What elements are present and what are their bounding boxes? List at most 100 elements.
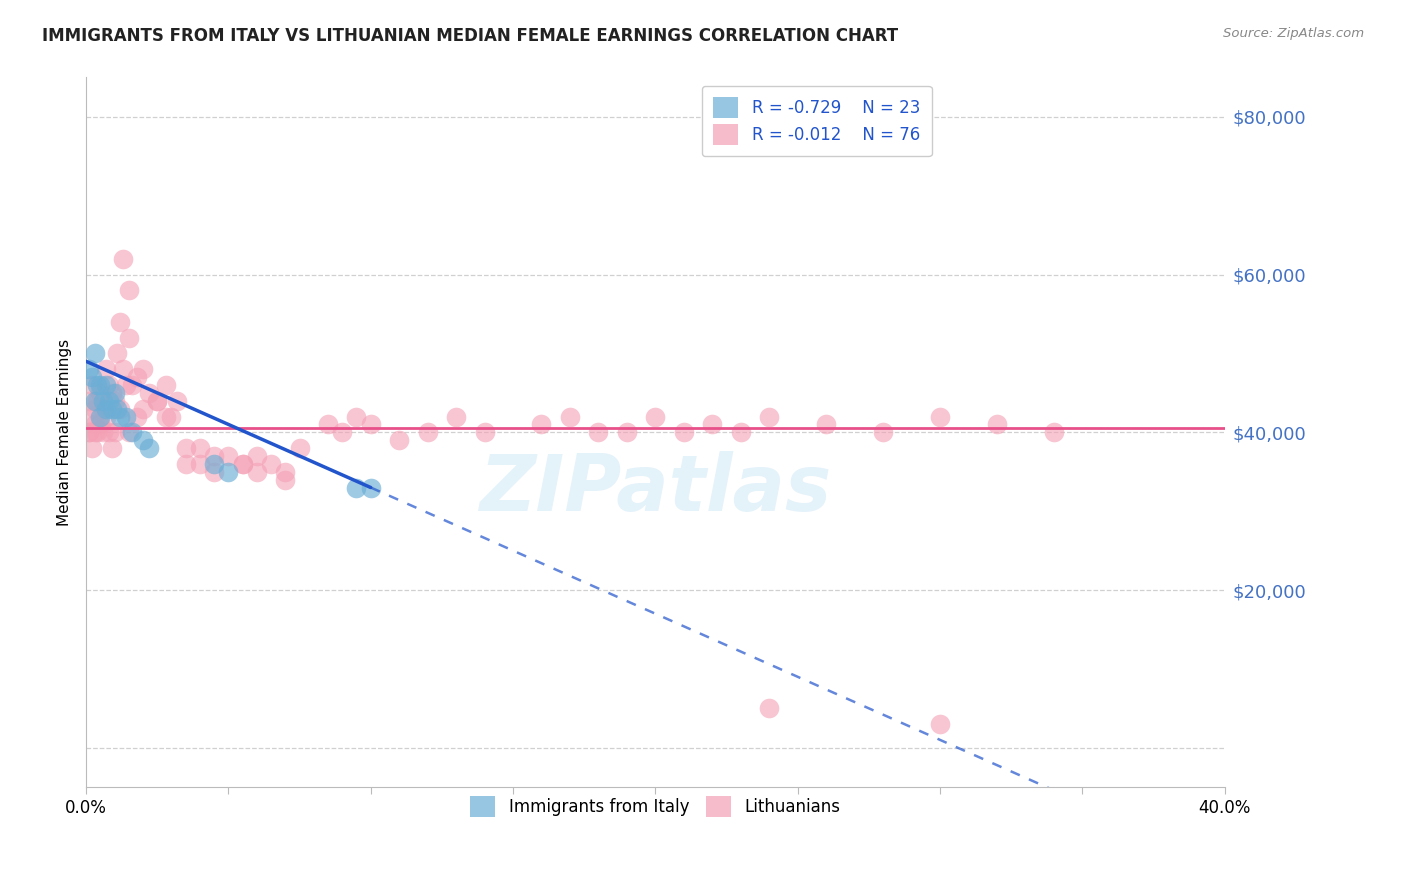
Point [91,401,114,416]
Point [86,393,108,408]
Point [110,409,132,424]
Point [83,401,105,416]
Point [89,385,111,400]
Point [77,393,100,408]
Text: Source: ZipAtlas.com: Source: ZipAtlas.com [1223,27,1364,40]
Point [94,378,117,392]
Point [77,425,100,440]
Point [202,449,225,463]
Point [83,346,105,360]
Point [702,417,724,432]
Point [100,441,122,455]
Point [105,401,128,416]
Point [94,409,117,424]
Point [346,409,368,424]
Point [105,346,128,360]
Point [97,378,120,392]
Point [274,465,297,479]
Point [97,425,120,440]
Point [202,465,225,479]
Point [103,385,125,400]
Point [274,473,297,487]
Y-axis label: Median Female Earnings: Median Female Earnings [58,339,72,526]
Point [188,441,211,455]
Point [132,362,155,376]
Point [232,457,254,471]
Point [80,378,103,392]
Point [132,433,155,447]
Point [110,401,132,416]
Point [146,393,169,408]
Point [89,417,111,432]
Point [330,425,353,440]
Point [83,417,105,432]
Point [360,417,382,432]
Point [83,425,105,440]
Point [758,409,780,424]
Point [77,362,100,376]
Point [155,378,177,392]
Text: IMMIGRANTS FROM ITALY VS LITHUANIAN MEDIAN FEMALE EARNINGS CORRELATION CHART: IMMIGRANTS FROM ITALY VS LITHUANIAN MEDI… [42,27,898,45]
Point [558,409,581,424]
Point [97,393,120,408]
Point [217,449,239,463]
Point [1042,425,1064,440]
Legend: Immigrants from Italy, Lithuanians: Immigrants from Italy, Lithuanians [463,788,849,825]
Point [929,409,952,424]
Point [103,425,125,440]
Point [588,425,610,440]
Point [730,425,752,440]
Point [115,378,138,392]
Point [115,409,138,424]
Point [155,409,177,424]
Point [112,362,135,376]
Point [260,457,283,471]
Point [80,370,103,384]
Point [644,409,666,424]
Point [121,378,143,392]
Point [174,457,197,471]
Point [246,449,269,463]
Point [616,425,638,440]
Point [118,425,141,440]
Point [160,409,183,424]
Point [112,252,135,266]
Point [83,393,105,408]
Point [100,385,122,400]
Point [986,417,1008,432]
Point [444,409,467,424]
Point [86,425,108,440]
Point [89,409,111,424]
Point [346,481,368,495]
Point [166,393,188,408]
Point [872,425,894,440]
Point [146,393,169,408]
Point [758,701,780,715]
Text: ZIPatlas: ZIPatlas [479,451,831,527]
Point [138,385,160,400]
Point [672,425,695,440]
Point [246,465,269,479]
Point [118,284,141,298]
Point [91,425,114,440]
Point [127,409,149,424]
Point [89,378,111,392]
Point [202,457,225,471]
Point [174,441,197,455]
Point [217,465,239,479]
Point [416,425,439,440]
Point [474,425,496,440]
Point [80,409,103,424]
Point [232,457,254,471]
Point [815,417,838,432]
Point [388,433,411,447]
Point [188,457,211,471]
Point [94,401,117,416]
Point [100,401,122,416]
Point [530,417,553,432]
Point [132,401,155,416]
Point [127,370,149,384]
Point [316,417,339,432]
Point [77,425,100,440]
Point [360,481,382,495]
